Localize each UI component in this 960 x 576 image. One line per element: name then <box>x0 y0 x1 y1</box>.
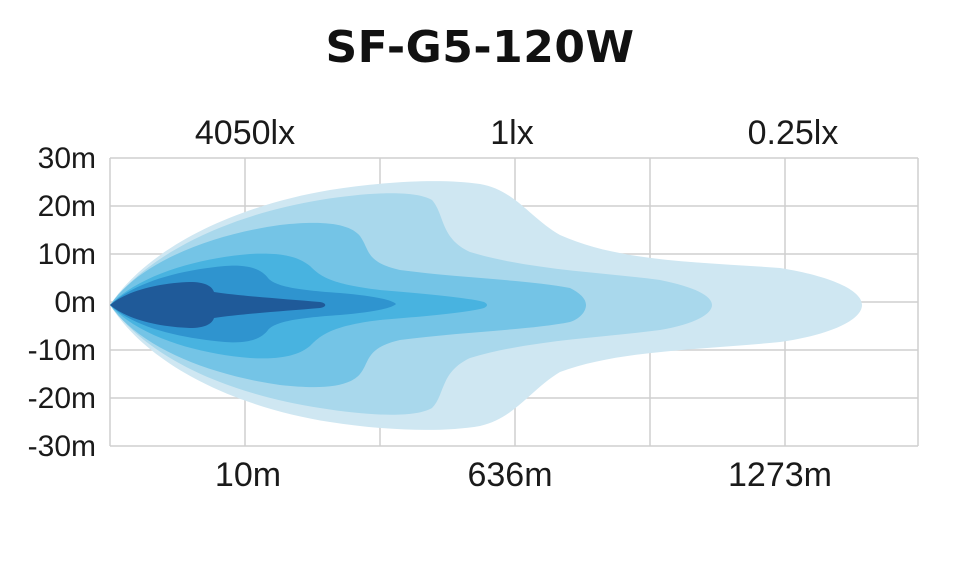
beam-zones <box>110 181 862 430</box>
y-axis-labels: 30m 20m 10m 0m -10m -20m -30m <box>28 142 96 463</box>
y-tick-label: 20m <box>38 190 96 223</box>
lux-label-1: 4050lx <box>195 114 295 152</box>
lux-label-2: 1lx <box>490 114 533 152</box>
distance-labels: 10m 636m 1273m <box>215 456 832 494</box>
zone-6-area <box>110 282 326 328</box>
y-tick-label: 10m <box>38 238 96 271</box>
y-tick-label: 30m <box>38 142 96 175</box>
y-tick-label: -20m <box>28 382 96 415</box>
distance-label-2: 636m <box>467 456 552 494</box>
lux-label-3: 0.25lx <box>748 114 839 152</box>
chart-title: SF-G5-120W <box>325 22 635 73</box>
distance-label-1: 10m <box>215 456 281 494</box>
y-tick-label: -10m <box>28 334 96 367</box>
distance-label-3: 1273m <box>728 456 832 494</box>
illuminance-labels: 4050lx 1lx 0.25lx <box>195 114 838 152</box>
y-tick-label: -30m <box>28 430 96 463</box>
y-tick-label: 0m <box>54 286 96 319</box>
